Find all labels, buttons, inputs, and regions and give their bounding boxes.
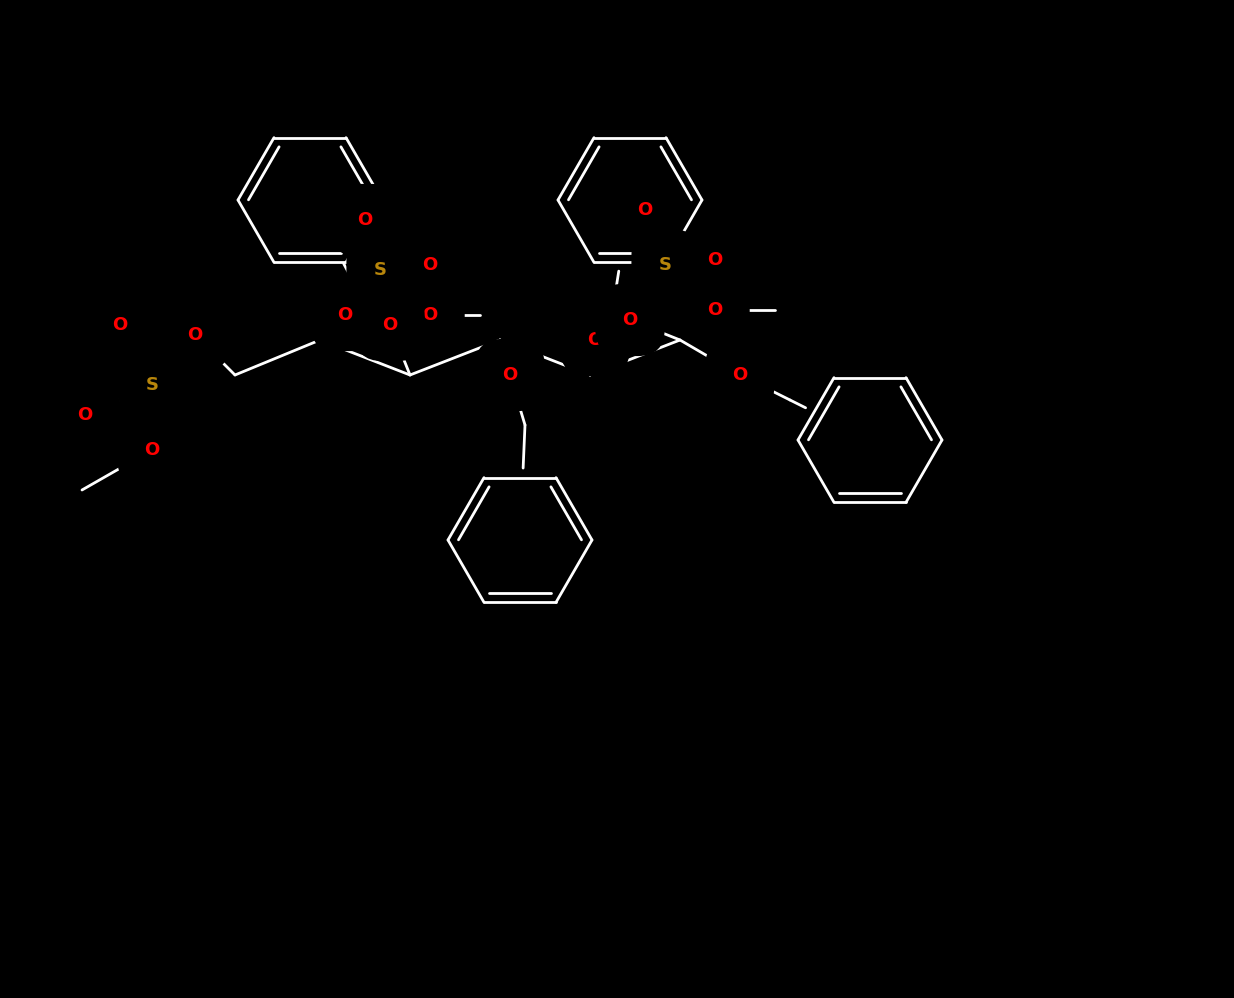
- Text: O: O: [144, 441, 159, 459]
- Text: O: O: [422, 256, 438, 274]
- Text: O: O: [78, 406, 93, 424]
- Text: S: S: [374, 261, 386, 279]
- Text: O: O: [188, 326, 202, 344]
- Text: O: O: [358, 211, 373, 229]
- Text: O: O: [638, 201, 653, 219]
- Text: O: O: [422, 306, 438, 324]
- Text: O: O: [337, 306, 353, 324]
- Text: O: O: [707, 251, 723, 269]
- Text: O: O: [112, 316, 127, 334]
- Text: O: O: [622, 311, 638, 329]
- Text: O: O: [502, 366, 517, 384]
- Text: S: S: [659, 256, 671, 274]
- Text: O: O: [587, 331, 602, 349]
- Text: S: S: [146, 376, 158, 394]
- Text: O: O: [383, 316, 397, 334]
- Text: O: O: [732, 366, 748, 384]
- Text: O: O: [707, 301, 723, 319]
